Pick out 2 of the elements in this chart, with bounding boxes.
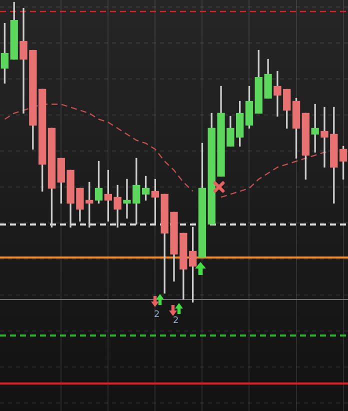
text: 2 [154,310,160,320]
text: 2 [173,316,179,326]
